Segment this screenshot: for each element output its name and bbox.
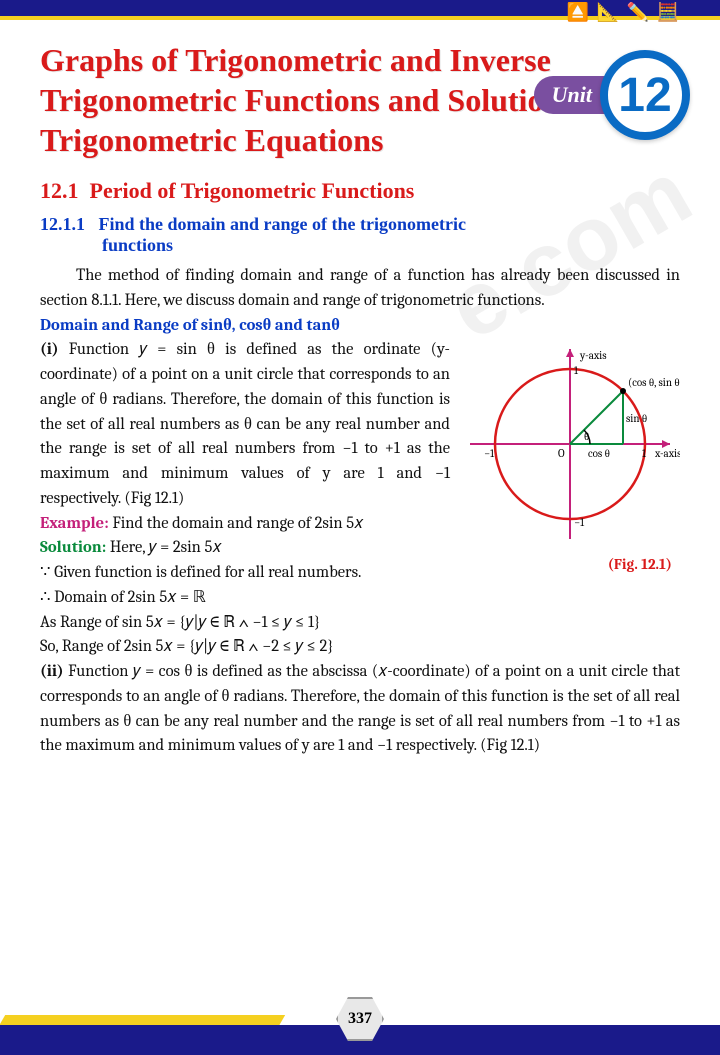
- section-heading: 12.1 Period of Trigonometric Functions: [40, 178, 680, 204]
- item-ii: (ii) Function 𝑦 = cos θ is defined as th…: [40, 660, 680, 759]
- solution-line4: As Range of sin 5𝑥 = {𝑦|𝑦 ∈ ℝ ∧ −1 ≤ 𝑦 ≤…: [40, 611, 680, 636]
- intro-paragraph: The method of finding domain and range o…: [40, 264, 680, 314]
- example-text: Find the domain and range of 2sin 5𝑥: [109, 514, 364, 533]
- right-one: 1: [642, 447, 647, 460]
- cos-label: cos θ: [588, 447, 610, 460]
- solution-text1: Here, 𝑦 = 2sin 5𝑥: [106, 538, 221, 557]
- chapter-header: Unit 12 Graphs of Trigonometric and Inve…: [40, 40, 680, 160]
- example-label: Example:: [40, 514, 109, 533]
- item-i-marker: (i): [40, 340, 69, 359]
- section-number: 12.1: [40, 178, 79, 203]
- unit-circle-svg: y-axis x-axis (cos θ, sin θ) sin θ cos θ…: [460, 344, 680, 544]
- item-i-text: Function 𝑦 = sin θ is defined as the ord…: [40, 340, 450, 508]
- subsection-number: 12.1.1: [40, 214, 85, 234]
- subsection-title-line1: Find the domain and range of the trigono…: [99, 214, 466, 234]
- xaxis-label: x-axis: [654, 447, 680, 460]
- unit-number-circle: 12: [600, 50, 690, 140]
- unit-circle-figure: y-axis x-axis (cos θ, sin θ) sin θ cos θ…: [460, 344, 680, 584]
- item-ii-marker: (ii): [40, 662, 68, 681]
- sin-label: sin θ: [626, 412, 647, 425]
- solution-line3: ∴ Domain of 2sin 5𝑥 = ℝ: [40, 586, 680, 611]
- body-content: The method of finding domain and range o…: [40, 264, 680, 759]
- origin-label: O: [558, 447, 565, 460]
- figure-caption: (Fig. 12.1): [460, 553, 680, 576]
- solution-label: Solution:: [40, 538, 106, 557]
- item-ii-text: Function 𝑦 = cos θ is defined as the abs…: [40, 662, 680, 755]
- yaxis-label: y-axis: [579, 349, 607, 362]
- solution-line5: So, Range of 2sin 5𝑥 = {𝑦|𝑦 ∈ ℝ ∧ −2 ≤ 𝑦…: [40, 635, 680, 660]
- bottom-neg-one: −1: [574, 516, 585, 529]
- point-label: (cos θ, sin θ): [628, 376, 680, 389]
- domain-range-heading: Domain and Range of sinθ, cosθ and tanθ: [40, 316, 340, 335]
- left-neg-one: −1: [484, 447, 495, 460]
- section-title: Period of Trigonometric Functions: [90, 178, 415, 203]
- theta-label: θ: [584, 430, 589, 443]
- subsection-title-line2: functions: [40, 235, 680, 256]
- top-border: ⏏️ 📐 ✏️ 🧮: [0, 0, 720, 20]
- subsection-heading: 12.1.1 Find the domain and range of the …: [40, 214, 680, 256]
- unit-badge: Unit 12: [534, 50, 690, 140]
